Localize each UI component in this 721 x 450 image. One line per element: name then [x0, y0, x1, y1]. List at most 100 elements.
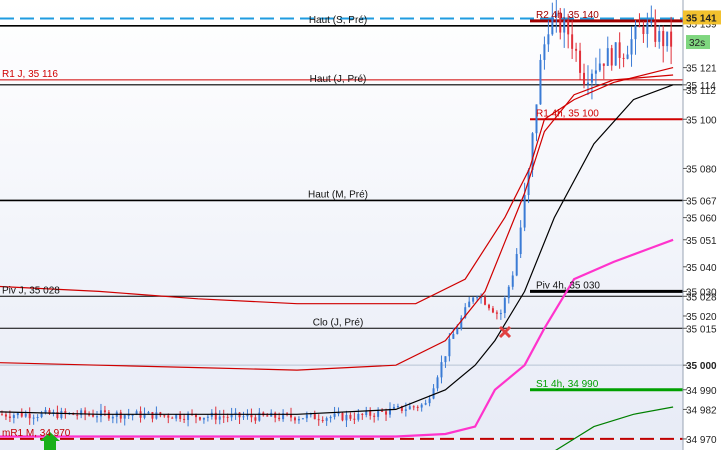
candle-body: [206, 416, 209, 418]
candle-body: [345, 414, 348, 421]
candle-body: [16, 412, 19, 416]
candle-body: [559, 13, 562, 33]
candle-body: [111, 416, 114, 419]
candle-body: [392, 406, 395, 409]
candle-body: [365, 411, 368, 416]
candle-body: [381, 410, 384, 412]
cross-marker-icon: [498, 325, 512, 339]
countdown-label: 32s: [689, 38, 705, 49]
candle-body: [333, 413, 336, 417]
price-tick-label: 35 060: [686, 214, 717, 225]
candle-body: [408, 406, 411, 410]
candle-body: [222, 416, 225, 418]
candle-body: [662, 31, 665, 47]
candle-body: [353, 418, 356, 420]
candle-body: [385, 411, 388, 415]
candle-body: [579, 50, 582, 73]
candle-body: [638, 25, 641, 28]
candle-body: [230, 414, 233, 418]
candle-body: [60, 411, 63, 418]
countdown-badge: [686, 35, 710, 50]
candle-body: [555, 13, 558, 17]
level-label-mr1-m-34-970: mR1 M, 34 970: [2, 428, 71, 439]
indicator-line-2: [0, 238, 674, 438]
price-tick-label: 35 100: [686, 115, 717, 126]
candle-body: [103, 410, 106, 413]
candle-body: [163, 415, 166, 417]
plot-background: [0, 0, 683, 450]
candle-body: [543, 44, 546, 60]
price-tick-label: 35 000: [686, 361, 717, 372]
candle-body: [127, 414, 130, 416]
candle-body: [258, 412, 261, 421]
candle-body: [567, 20, 570, 35]
indicator-line-5: [555, 406, 674, 450]
buy-arrow-icon: [40, 432, 60, 450]
candle-body: [313, 413, 316, 420]
price-tick-label: 35 020: [686, 312, 717, 323]
candle-body: [658, 31, 661, 42]
candle-body: [511, 275, 514, 287]
candle-body: [24, 413, 27, 417]
price-tick-label: 34 970: [686, 435, 717, 446]
candle-body: [20, 412, 23, 417]
candle-body: [175, 414, 178, 419]
candle-body: [464, 307, 467, 318]
price-tick-label: 34 990: [686, 386, 717, 397]
level-label-r1-j-35-116: R1 J, 35 116: [2, 69, 58, 80]
candle-body: [404, 409, 407, 411]
level-label-clo-j-pr: Clo (J, Pré): [313, 317, 364, 328]
indicators-layer: [0, 67, 674, 450]
candle-body: [107, 412, 110, 419]
candle-body: [84, 410, 87, 415]
candle-body: [650, 21, 653, 24]
candle-body: [8, 416, 11, 418]
candle-body: [99, 410, 102, 417]
candle-body: [499, 313, 502, 315]
candle-body: [396, 406, 399, 408]
candle-body: [135, 411, 138, 415]
price-tick-label: 35 030: [686, 287, 717, 298]
candle-body: [151, 412, 154, 419]
price-tick-label: 35 051: [686, 236, 717, 247]
candle-body: [539, 59, 542, 105]
candle-body: [274, 412, 277, 418]
candle-body: [254, 417, 257, 421]
candle-body: [452, 334, 455, 339]
candle-body: [278, 417, 281, 420]
candle-body: [155, 412, 158, 419]
candle-body: [472, 297, 475, 302]
candle-body: [214, 412, 217, 420]
candle-body: [202, 417, 205, 420]
candle-body: [519, 227, 522, 255]
candle-body: [547, 34, 550, 45]
candle-body: [373, 415, 376, 417]
candle-body: [238, 412, 241, 418]
candle-body: [468, 301, 471, 308]
candle-body: [293, 417, 296, 421]
candle-body: [484, 297, 487, 305]
candle-body: [586, 82, 589, 85]
price-tick-label: 35 121: [686, 64, 717, 75]
price-tick-label: 35 067: [686, 196, 717, 207]
candle-body: [571, 34, 574, 49]
candle-body: [598, 63, 601, 71]
candle-body: [317, 419, 320, 421]
candle-body: [119, 412, 122, 419]
candle-body: [28, 413, 31, 419]
markers-layer: [40, 325, 512, 450]
candle-body: [622, 57, 625, 59]
candle-body: [602, 63, 605, 66]
candle-body: [218, 416, 221, 420]
candle-body: [341, 412, 344, 421]
candle-body: [606, 48, 609, 66]
candle-body: [143, 413, 146, 418]
candle-body: [187, 413, 190, 420]
candle-body: [305, 414, 308, 419]
candle-body: [147, 412, 150, 414]
candle-body: [40, 412, 43, 418]
price-tick-label: 34 982: [686, 405, 717, 416]
